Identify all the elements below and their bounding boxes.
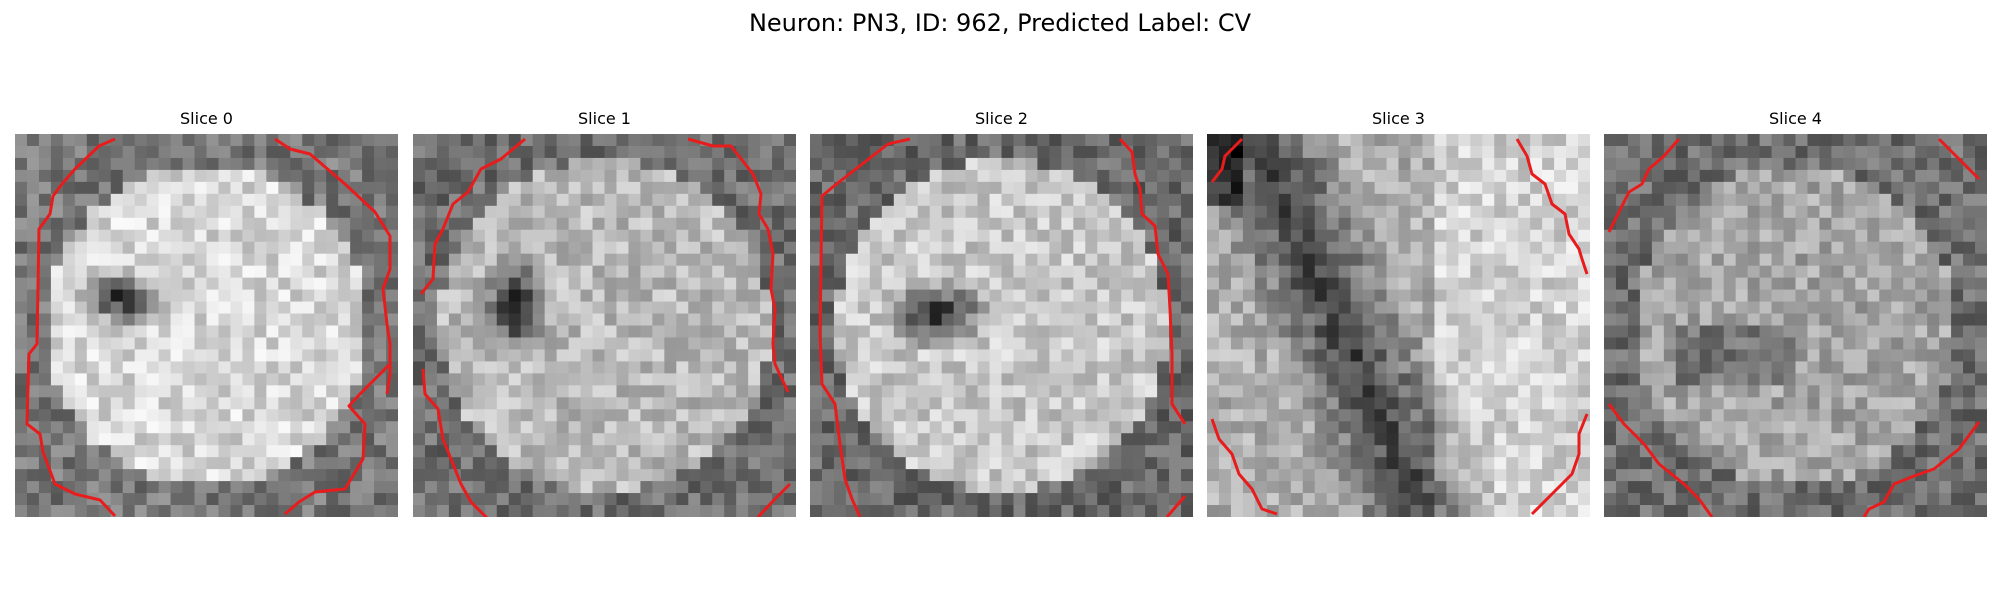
pixel-grid — [1604, 134, 1987, 517]
figure-title: Neuron: PN3, ID: 962, Predicted Label: C… — [748, 9, 1252, 37]
pixel-grid — [810, 134, 1193, 517]
contour-lines — [419, 137, 792, 517]
slice-image-3 — [1207, 134, 1590, 517]
slice-title-3: Slice 3 — [1372, 109, 1425, 128]
slice-title-0: Slice 0 — [180, 109, 233, 128]
contour-lines — [818, 137, 1187, 517]
slice-image-4 — [1604, 134, 1987, 517]
slice-image-2 — [810, 134, 1193, 517]
pixel-grid — [413, 134, 796, 517]
contour-lines — [1210, 137, 1589, 516]
contour-lines — [25, 137, 392, 517]
pixel-grid — [15, 134, 398, 517]
slice-title-1: Slice 1 — [578, 109, 631, 128]
slice-title-2: Slice 2 — [975, 109, 1028, 128]
slice-title-4: Slice 4 — [1769, 109, 1822, 128]
slice-image-0 — [15, 134, 398, 517]
contour-lines — [1607, 137, 1981, 517]
pixel-grid — [1207, 134, 1590, 517]
slice-image-1 — [413, 134, 796, 517]
